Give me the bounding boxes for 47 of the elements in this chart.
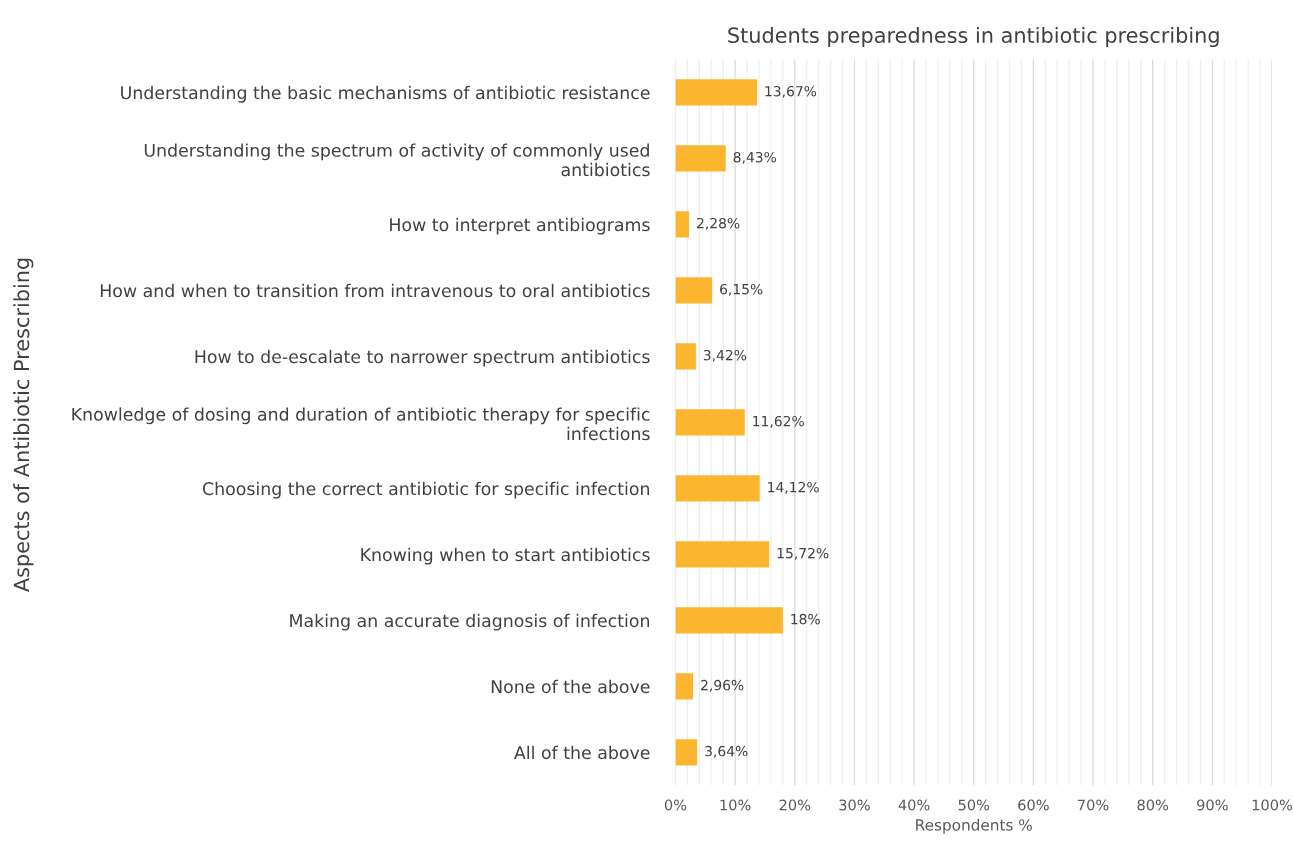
data-label: 3,64% [705,745,748,758]
x-tick-label: 20% [779,799,811,811]
data-label: 2,28% [697,217,740,230]
bar [675,145,726,172]
data-label: 14,12% [768,481,819,494]
x-tick-label: 60% [1018,799,1049,811]
bar [675,607,783,634]
data-label: 15,72% [777,547,829,560]
bar [675,277,713,304]
y-tick-label: How to interpret antibiograms [390,217,650,235]
y-tick-label: Understanding the basic mechanisms of antibiotic resistance [121,85,650,103]
bar [675,673,694,700]
data-label: 8,43% [733,151,777,164]
y-tick-label: None of the above [491,679,650,694]
y-axis-title: Aspects of Antibiotic Prescribing [13,258,34,593]
y-tick-label: How to de-escalate to narrower spectrum antibiotics [195,349,650,367]
x-tick-label: 30% [839,799,870,811]
y-tick-label: Understanding the spectrum of activity of commonly used antibiotics [144,143,650,177]
bar [675,475,760,502]
y-tick-label: Knowing when to start antibiotics [361,547,650,565]
x-tick-label: 90% [1197,799,1228,811]
data-label: 2,96% [701,679,744,692]
x-tick-label: 100% [1252,799,1293,811]
y-tick-label: All of the above [514,745,650,760]
x-tick-label: 70% [1078,799,1109,811]
data-label: 3,42% [703,349,747,362]
y-tick-label: How and when to transition from intravenous to oral antibiotics [100,283,650,298]
data-label: 18% [791,613,820,625]
chart-title: Students preparedness in antibiotic prescribing [728,26,1219,48]
y-tick-label: Making an accurate diagnosis of infection [290,613,649,631]
x-tick-label: 50% [958,799,990,811]
bar [675,541,770,568]
data-label: 6,15% [720,283,763,296]
data-label: 11,62% [753,415,804,428]
x-tick-label: 40% [898,799,930,811]
x-tick-label: 80% [1137,799,1169,811]
x-axis-title: Respondents % [916,818,1032,834]
bar [675,739,698,766]
data-label: 13,67% [765,85,817,98]
y-tick-label: Knowledge of dosing and duration of antibiotic therapy for specific infections [72,407,650,441]
bar [675,79,758,106]
y-tick-label: Choosing the correct antibiotic for specific infection [203,481,649,499]
x-tick-label: 0% [664,799,687,811]
x-tick-label: 10% [720,799,751,811]
bar [675,343,696,370]
bar [675,409,745,436]
bar [675,211,690,238]
